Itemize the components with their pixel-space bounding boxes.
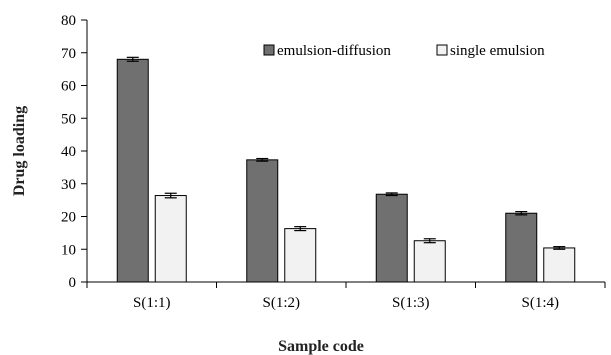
bar-single-emulsion-2 [284, 228, 317, 283]
legend-label-single-emulsion: single emulsion [450, 43, 545, 59]
x-tick-label: S(1:3) [392, 295, 430, 311]
bar-emulsion-diffusion-4 [505, 212, 538, 283]
bar-emulsion-diffusion-3 [375, 193, 408, 283]
bar-emulsion-diffusion-2 [246, 159, 279, 283]
bars-layer [116, 56, 576, 283]
x-tick-label: S(1:1) [133, 295, 171, 311]
y-tick-label: 60 [61, 79, 76, 95]
legend-swatch-single-emulsion [436, 44, 448, 56]
legend: emulsion-diffusion single emulsion [263, 43, 545, 59]
y-tick-label: 30 [61, 177, 76, 193]
bar-single-emulsion-4 [543, 247, 576, 283]
bar-emulsion-diffusion-1 [116, 58, 149, 283]
x-axis-title: Sample code [278, 338, 364, 355]
y-tick-label: 40 [61, 144, 76, 160]
legend-label-emulsion-diffusion: emulsion-diffusion [277, 43, 391, 59]
y-axis-title: Drug loading [11, 106, 28, 196]
legend-swatch-emulsion-diffusion [263, 44, 275, 56]
y-tick-label: 10 [61, 242, 76, 258]
x-tick-label: S(1:2) [263, 295, 301, 311]
y-tick-label: 70 [61, 46, 76, 62]
x-tick-label: S(1:4) [522, 295, 560, 311]
y-tick-label: 50 [61, 111, 76, 127]
y-tick-label: 20 [61, 210, 76, 226]
labels-layer: S(1:1) S(1:2) S(1:3) S(1:4) 0 10 20 30 40 50 60 70 8… [61, 13, 559, 311]
y-tick-label: 0 [69, 275, 77, 291]
bar-single-emulsion-3 [413, 240, 446, 283]
axes-layer [81, 19, 606, 288]
bar-single-emulsion-1 [154, 195, 187, 283]
y-tick-label: 80 [61, 13, 76, 29]
